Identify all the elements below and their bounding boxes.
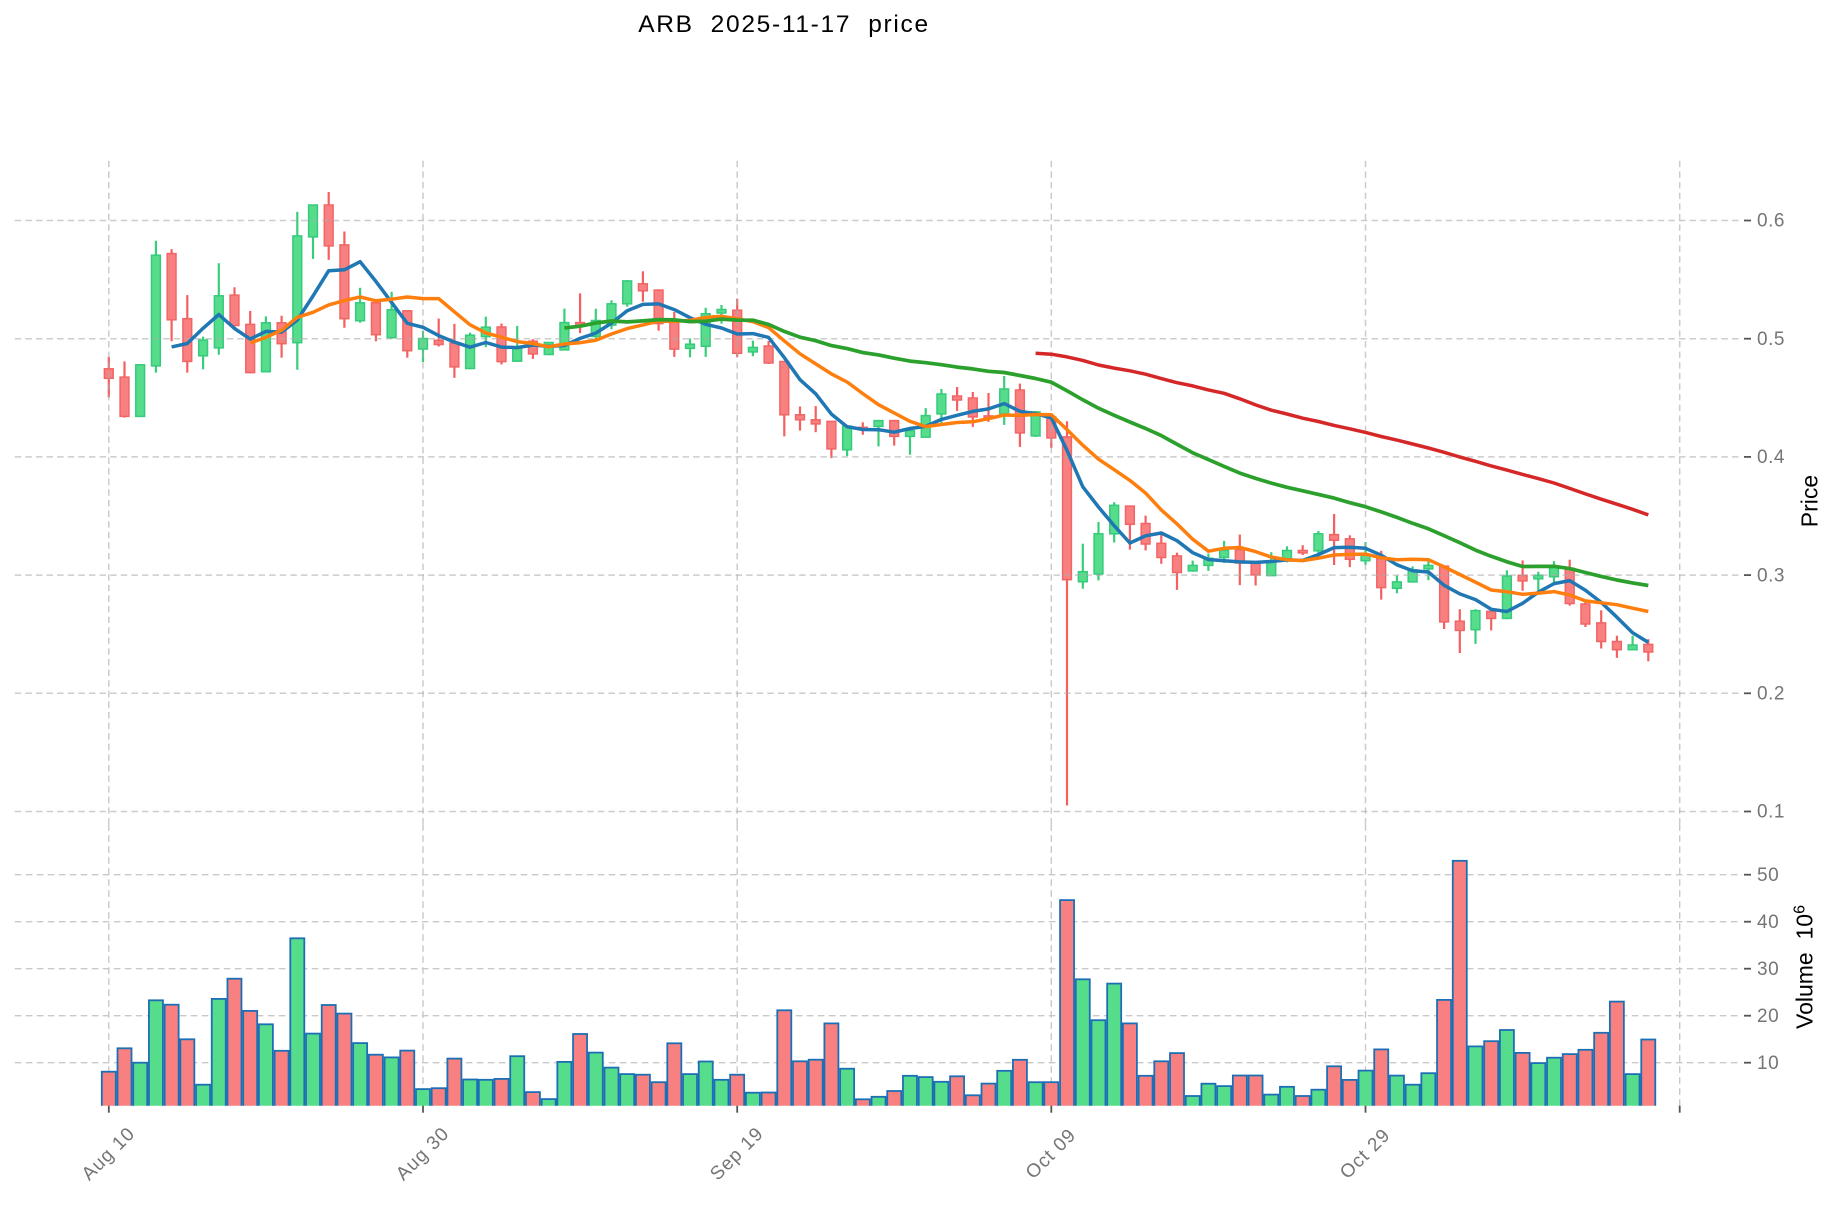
svg-text:0.4: 0.4 (1757, 447, 1785, 468)
svg-text:0.1: 0.1 (1757, 802, 1785, 823)
svg-text:Price: Price (1797, 475, 1823, 527)
svg-text:0.6: 0.6 (1757, 211, 1785, 232)
svg-text:30: 30 (1757, 959, 1779, 980)
svg-text:ARB 2025-11-17 price: ARB 2025-11-17 price (638, 11, 930, 38)
svg-text:10: 10 (1757, 1053, 1779, 1074)
svg-text:Volume 106: Volume 106 (1792, 905, 1818, 1029)
svg-text:50: 50 (1757, 865, 1779, 886)
svg-text:40: 40 (1757, 912, 1779, 933)
svg-text:0.3: 0.3 (1757, 565, 1785, 586)
svg-text:20: 20 (1757, 1006, 1779, 1027)
svg-text:0.2: 0.2 (1757, 684, 1785, 705)
svg-text:0.5: 0.5 (1757, 329, 1785, 350)
